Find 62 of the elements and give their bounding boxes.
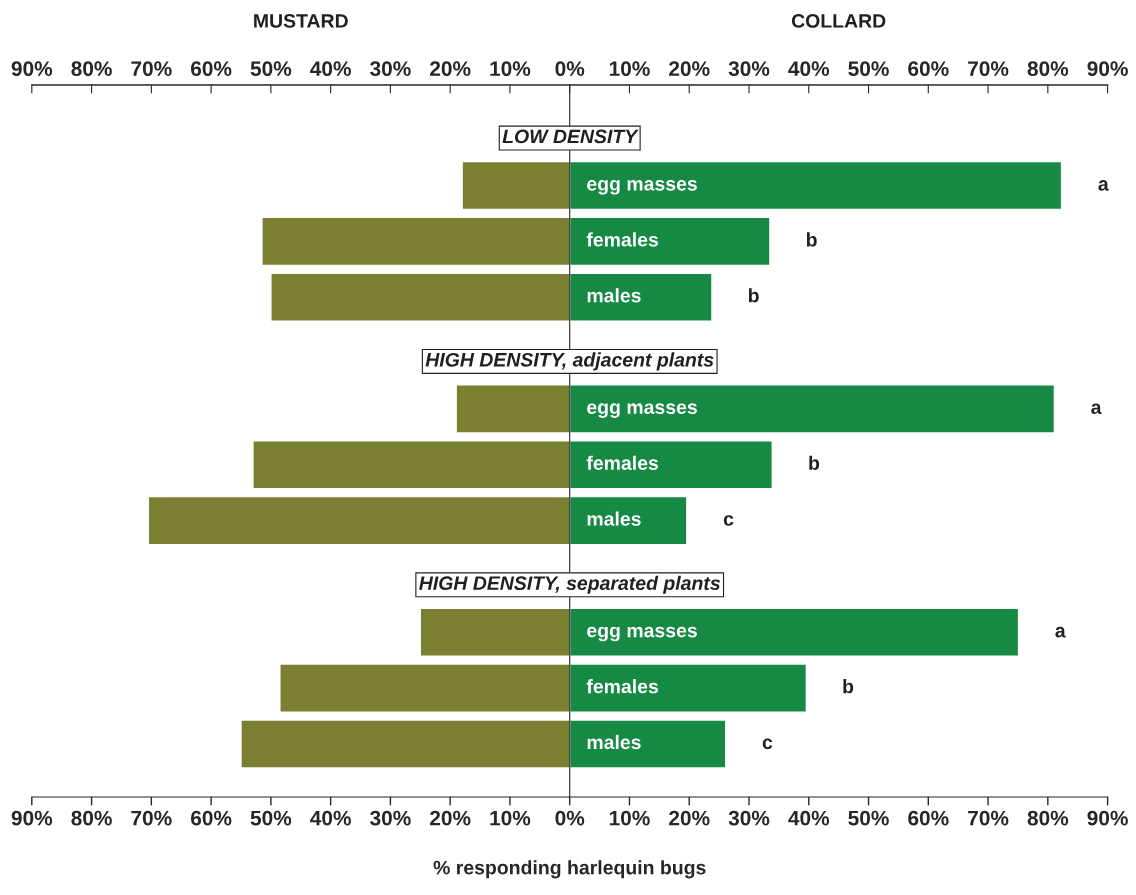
x2-tick-label: 90%	[11, 810, 53, 826]
y-tick-label: males	[587, 511, 641, 526]
x2-tick-label: 0%	[555, 810, 585, 826]
y-tick-label: egg masses	[587, 403, 697, 418]
x2-tick-label: 40%	[310, 810, 351, 826]
x-tick-label: 70%	[968, 61, 1009, 77]
x2-tick-label: 80%	[71, 810, 112, 826]
data-label: b	[748, 288, 759, 303]
text: MUSTARD	[254, 14, 348, 28]
x-tick-label: 20%	[430, 61, 471, 77]
y-tick-label: males	[587, 288, 641, 303]
x2-tick-label: 10%	[609, 810, 650, 826]
x-tick-label: 30%	[370, 61, 411, 77]
data-label: b	[809, 455, 820, 470]
x-tick-label: 90%	[1087, 61, 1128, 77]
data-label: b	[843, 679, 854, 694]
text: COLLARD	[791, 14, 886, 28]
x2-tick-label: 70%	[968, 810, 1009, 826]
x-tick-label: 80%	[1027, 61, 1069, 77]
x-tick-label: 50%	[250, 61, 292, 77]
x2-tick-label: 60%	[908, 810, 949, 826]
annotation: HIGH DENSITY, adjacent plants	[425, 352, 714, 371]
x-tick-label: 60%	[191, 61, 232, 77]
x2-tick-label: 50%	[848, 810, 889, 826]
y-tick-label: males	[587, 734, 641, 750]
y-tick-label: egg masses	[587, 180, 697, 195]
data-label: a	[1055, 626, 1066, 638]
y-tick-label: females	[586, 232, 658, 247]
x-tick-label: 10%	[490, 61, 531, 77]
x-tick-label: 90%	[11, 61, 53, 77]
x-tick-label: 0%	[555, 61, 585, 77]
x2-tick-label: 20%	[669, 810, 710, 826]
x2-tick-label: 30%	[370, 810, 411, 826]
x-tick-label: 20%	[669, 61, 710, 77]
x-tick-label: 40%	[310, 61, 351, 77]
data-label: a	[1091, 403, 1102, 415]
x2-tick-label: 20%	[430, 810, 471, 826]
annotation: LOW DENSITY	[502, 129, 639, 144]
x2-tick-label: 80%	[1027, 810, 1069, 826]
data-label: b	[806, 232, 817, 247]
x2-tick-label: 40%	[788, 810, 830, 826]
annotation: HIGH DENSITY, separated plants	[419, 575, 720, 594]
x2-tick-label: 50%	[250, 810, 292, 826]
data-label: a	[1098, 180, 1109, 191]
y-tick-label: females	[586, 455, 658, 470]
x2-tick-label: 90%	[1087, 810, 1128, 826]
x2-tick-label: 70%	[131, 810, 172, 826]
y-tick-label: egg masses	[587, 626, 697, 642]
x-tick-label: 70%	[131, 61, 172, 77]
x-tick-label: 60%	[908, 61, 949, 77]
x2-tick-label: 30%	[728, 810, 770, 826]
x-tick-label: 50%	[848, 61, 889, 77]
data-label: c	[762, 738, 773, 750]
x-axis-title: % responding harlequin bugs	[433, 860, 706, 879]
x-tick-label: 30%	[728, 61, 770, 77]
x-tick-label: 10%	[609, 61, 650, 77]
x-tick-label: 40%	[788, 61, 830, 77]
y-tick-label: females	[586, 679, 658, 694]
x2-tick-label: 10%	[490, 810, 531, 826]
data-label: c	[723, 515, 734, 526]
x2-tick-label: 60%	[191, 810, 232, 826]
x-tick-label: 80%	[71, 61, 112, 77]
